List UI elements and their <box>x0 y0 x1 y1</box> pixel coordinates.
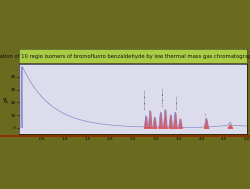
Y-axis label: pA: pA <box>3 96 8 102</box>
Text: 4-F,3-Br: 4-F,3-Br <box>176 94 177 103</box>
Text: 2-F,2-Br: 2-F,2-Br <box>145 100 146 109</box>
Text: 2-F,3-Br: 2-F,3-Br <box>145 94 146 103</box>
Text: 2-F,5-Br: 2-F,5-Br <box>145 89 146 97</box>
Text: 3-F,5-Br: 3-F,5-Br <box>162 86 163 95</box>
Text: 4-F,2-Br: 4-F,2-Br <box>176 100 177 109</box>
Text: 3-F,2-Br: 3-F,2-Br <box>162 98 163 106</box>
Text: 3-F,4-Br: 3-F,4-Br <box>162 92 163 101</box>
Text: Separation of 10 regio isomers of bromofluoro benzaldehyde by low thermal mass g: Separation of 10 regio isomers of bromof… <box>0 54 250 59</box>
Text: iso: iso <box>205 112 206 115</box>
